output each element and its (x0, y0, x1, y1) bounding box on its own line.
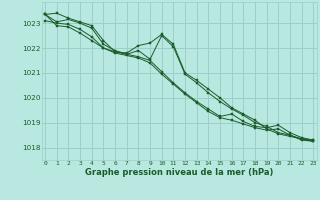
X-axis label: Graphe pression niveau de la mer (hPa): Graphe pression niveau de la mer (hPa) (85, 168, 273, 177)
